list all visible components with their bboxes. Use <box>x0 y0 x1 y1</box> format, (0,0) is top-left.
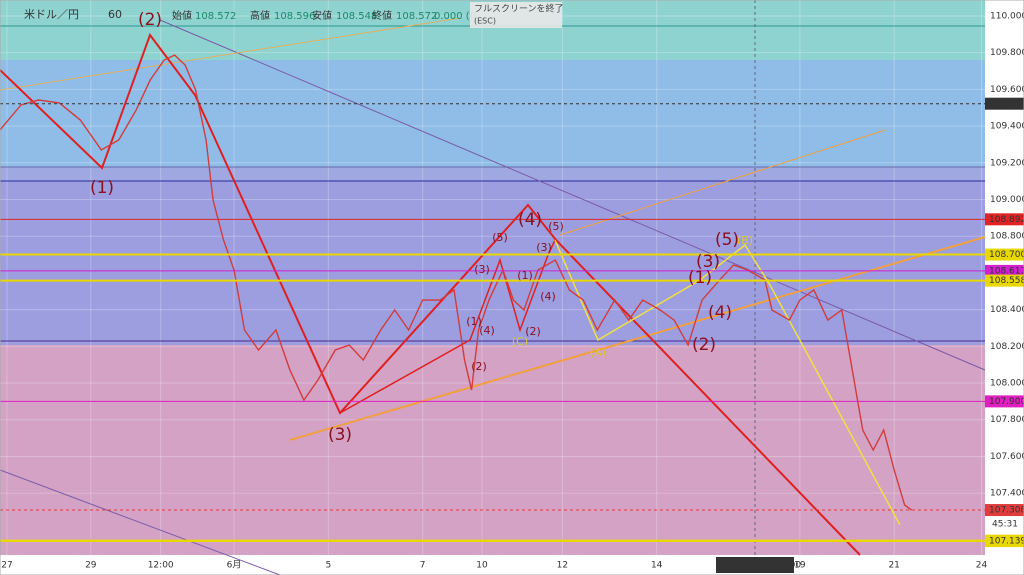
price-tag <box>985 97 1024 110</box>
y-tick-label: 109.800 <box>990 48 1024 58</box>
x-tick-label: 10 <box>476 561 488 571</box>
price-tag-label: 108.611 <box>989 266 1024 276</box>
wave-label: (C) <box>512 335 528 348</box>
price-tag <box>985 213 1024 226</box>
wave-label: (1) <box>90 178 114 198</box>
price-tag-label: 108.558 <box>989 276 1024 286</box>
ohlc-label: 高値 <box>250 9 270 22</box>
wave-label: (5) <box>492 231 508 244</box>
wave-label: (4) <box>479 324 495 337</box>
wave-label: (3) <box>328 425 352 445</box>
wave-label: (5) <box>715 230 739 250</box>
y-tick-label: 107.400 <box>990 489 1024 499</box>
price-tag <box>985 274 1024 287</box>
price-tag-label: 107.308 <box>989 506 1024 516</box>
x-tick-label: 27 <box>1 561 12 571</box>
y-tick-label: 109.200 <box>990 158 1024 168</box>
x-tick-label: 12 <box>557 561 568 571</box>
tooltip-text: フルスクリーンを終了 <box>474 3 564 15</box>
x-tick-label: 6月 <box>227 560 242 571</box>
wave-label: (B) <box>737 234 753 247</box>
wave-label: (2) <box>471 360 487 373</box>
wave-label: (2) <box>692 335 716 355</box>
price-tag-label: 109.522 <box>989 99 1024 109</box>
price-line <box>0 54 913 511</box>
ohlc-value: 108.572 <box>396 11 437 22</box>
zone <box>0 167 985 181</box>
wave-label: (4) <box>540 290 556 303</box>
channel <box>0 469 281 575</box>
wave-line <box>339 239 556 414</box>
y-tick-label: 108.200 <box>990 342 1024 352</box>
crosshair-label: 2019-06-18 01:00 <box>720 561 801 571</box>
symbol: 米ドル／円 <box>24 8 79 21</box>
price-tag-label: 108.892 <box>989 215 1024 225</box>
price-tag <box>985 264 1024 277</box>
y-tick-label: 109.400 <box>990 122 1024 132</box>
wave-label: (3) <box>696 252 720 272</box>
price-tag-label: 108.700 <box>989 250 1024 260</box>
y-tick-label: 107.800 <box>990 415 1024 425</box>
trend <box>559 129 886 236</box>
countdown: 45:31 <box>992 520 1018 530</box>
ohlc-change: 0.000 (0 <box>434 11 476 22</box>
wave-label: (4) <box>518 210 542 230</box>
price-tag <box>985 535 1024 548</box>
x-tick-label: 29 <box>85 561 97 571</box>
price-tag <box>985 504 1024 517</box>
x-tick-label: 24 <box>976 561 988 571</box>
crosshair-tag <box>716 557 794 573</box>
zone <box>0 345 985 555</box>
price-tag <box>985 248 1024 261</box>
header: 米ドル／円 60 始値 108.572 高値 108.596 安値 108.54… <box>24 2 564 28</box>
price-tag <box>985 395 1024 408</box>
x-tick-label: 19 <box>794 561 806 571</box>
wave-label: (2) <box>525 325 541 338</box>
wave-label: (1) <box>517 269 533 282</box>
interval: 60 <box>108 8 122 21</box>
y-tick-label: 108.000 <box>990 379 1024 389</box>
x-tick-label: 7 <box>420 561 426 571</box>
wave-label: (A) <box>590 346 606 359</box>
y-tick-label: 110.000 <box>990 11 1024 21</box>
x-tick-label: 5 <box>325 561 331 571</box>
wave-label: (4) <box>708 303 732 323</box>
y-tick-label: 109.600 <box>990 85 1024 95</box>
price-tag-label: 107.900 <box>989 397 1024 407</box>
ohlc-value: 108.596 <box>274 11 315 22</box>
zone <box>0 60 985 167</box>
y-tick-label: 108.400 <box>990 305 1024 315</box>
wave-label: (2) <box>138 10 162 30</box>
wave-line <box>554 239 901 526</box>
x-tick-label: 14 <box>651 561 663 571</box>
trend <box>0 17 461 91</box>
channel <box>159 19 986 371</box>
wave-label: (1) <box>466 315 482 328</box>
ohlc-label: 終値 <box>372 9 392 22</box>
y-tick-label: 108.800 <box>990 232 1024 242</box>
wave-label: (1) <box>688 268 712 288</box>
wave-label: (3) <box>474 263 490 276</box>
y-tick-label: 107.600 <box>990 452 1024 462</box>
wave-label: (5) <box>548 220 564 233</box>
wave-label: (3) <box>536 241 552 254</box>
x-tick-label: 12:00 <box>148 561 174 571</box>
zone <box>0 181 985 345</box>
ohlc-label: 安値 <box>312 9 332 22</box>
ohlc-label: 始値 <box>172 9 192 22</box>
ohlc-value: 108.572 <box>195 11 236 22</box>
x-tick-label: 21 <box>888 561 899 571</box>
price-tag-label: 107.139 <box>989 537 1024 547</box>
y-tick-label: 109.000 <box>990 195 1024 205</box>
tooltip <box>470 2 562 28</box>
ohlc-value: 108.548 <box>336 11 377 22</box>
tooltip-key: (ESC) <box>474 17 496 26</box>
